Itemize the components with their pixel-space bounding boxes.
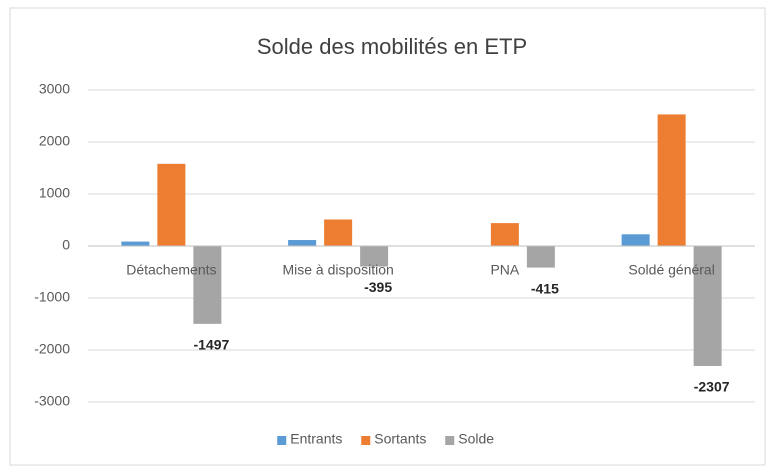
- bar: [360, 246, 389, 267]
- bar: [490, 223, 519, 246]
- bar: [157, 163, 186, 246]
- bar: [121, 241, 150, 246]
- legend-label: Sortants: [374, 431, 426, 447]
- x-tick-label: Détachements: [126, 262, 216, 278]
- bar: [526, 246, 555, 268]
- y-tick-label: 3000: [39, 81, 70, 97]
- data-label: -395: [364, 279, 392, 295]
- y-tick-label: 2000: [39, 133, 70, 149]
- legend-swatch: [445, 436, 455, 445]
- chart-border: [9, 7, 766, 466]
- bar: [693, 246, 722, 366]
- bar: [621, 234, 650, 246]
- x-tick-label: Mise à disposition: [282, 262, 393, 278]
- legend-swatch: [277, 436, 287, 445]
- data-label: -2307: [694, 379, 730, 395]
- chart-title: Solde des mobilités en ETP: [257, 34, 527, 59]
- y-tick-label: -1000: [34, 289, 70, 305]
- y-tick-label: -2000: [34, 341, 70, 357]
- bar: [324, 219, 353, 246]
- legend-label: Solde: [458, 431, 494, 447]
- legend-label: Entrants: [290, 431, 342, 447]
- x-tick-label: Soldé général: [628, 262, 714, 278]
- bar: [288, 240, 317, 246]
- bar: [657, 114, 686, 246]
- y-tick-label: 0: [62, 237, 70, 253]
- x-tick-label: PNA: [490, 262, 519, 278]
- y-tick-label: 1000: [39, 185, 70, 201]
- data-label: -415: [531, 280, 559, 296]
- data-label: -1497: [193, 337, 229, 353]
- y-tick-label: -3000: [34, 393, 70, 409]
- legend-swatch: [361, 436, 371, 445]
- bar: [193, 246, 222, 324]
